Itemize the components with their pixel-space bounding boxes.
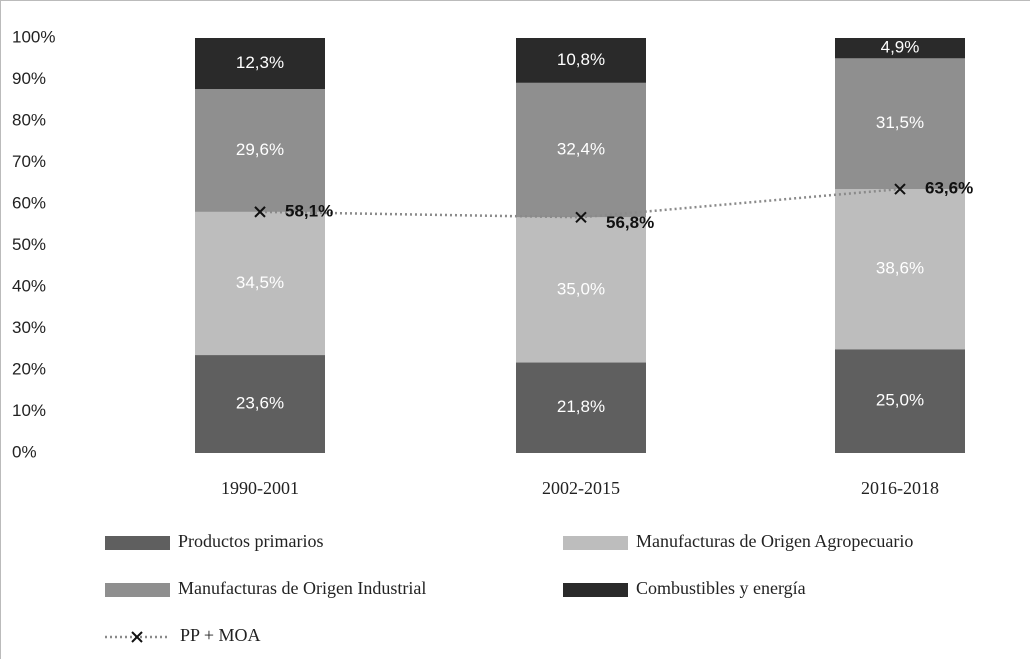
bar-segment xyxy=(195,355,325,453)
marker-stroke xyxy=(894,183,906,195)
line-marker xyxy=(575,211,587,223)
bar-segment xyxy=(835,189,965,350)
bar-segment xyxy=(516,362,646,453)
legend-swatch xyxy=(105,583,170,597)
data-label: 23,6% xyxy=(236,394,284,413)
data-label: 12,3% xyxy=(236,53,284,72)
bar-segment xyxy=(516,38,646,83)
x-tick-label: 2016-2018 xyxy=(861,478,939,498)
y-tick-label: 30% xyxy=(12,318,46,337)
bar-segment xyxy=(835,38,965,59)
bar-segment xyxy=(516,217,646,363)
data-label: 34,5% xyxy=(236,273,284,292)
y-tick-label: 40% xyxy=(12,276,46,295)
y-tick-label: 50% xyxy=(12,235,46,254)
bar-segment xyxy=(195,89,325,212)
legend-label: Productos primarios xyxy=(178,531,324,551)
bar-segment xyxy=(835,349,965,453)
legend-label: PP + MOA xyxy=(180,625,261,645)
legend-swatch xyxy=(105,536,170,550)
marker-stroke xyxy=(575,211,587,223)
data-label: 29,6% xyxy=(236,140,284,159)
y-tick-label: 80% xyxy=(12,110,46,129)
bar-segment xyxy=(195,211,325,356)
x-tick-label: 2002-2015 xyxy=(542,478,620,498)
legend-swatch xyxy=(563,583,628,597)
data-label: 63,6% xyxy=(925,179,973,198)
legend-label: Combustibles y energía xyxy=(636,578,806,598)
bar-segment xyxy=(835,58,965,190)
legend-marker xyxy=(131,631,143,643)
data-label: 25,0% xyxy=(876,391,924,410)
legend-swatch xyxy=(563,536,628,550)
y-tick-label: 0% xyxy=(12,442,37,461)
data-label: 38,6% xyxy=(876,259,924,278)
line-marker xyxy=(254,206,266,218)
y-tick-label: 70% xyxy=(12,152,46,171)
bar-segment xyxy=(195,38,325,90)
bar-segment xyxy=(516,82,646,218)
y-tick-label: 60% xyxy=(12,193,46,212)
data-label: 10,8% xyxy=(557,50,605,69)
data-label: 58,1% xyxy=(285,201,333,220)
y-tick-label: 20% xyxy=(12,359,46,378)
y-tick-label: 90% xyxy=(12,69,46,88)
x-tick-label: 1990-2001 xyxy=(221,478,299,498)
legend-label: Manufacturas de Origen Agropecuario xyxy=(636,531,913,551)
data-label: 4,9% xyxy=(881,38,920,57)
data-label: 35,0% xyxy=(557,279,605,298)
marker-stroke xyxy=(131,631,143,643)
y-tick-label: 10% xyxy=(12,401,46,420)
y-tick-label: 100% xyxy=(12,27,55,46)
legend-label: Manufacturas de Origen Industrial xyxy=(178,578,426,598)
data-label: 21,8% xyxy=(557,397,605,416)
line-marker xyxy=(894,183,906,195)
data-label: 56,8% xyxy=(606,213,654,232)
data-label: 32,4% xyxy=(557,140,605,159)
marker-stroke xyxy=(254,206,266,218)
data-label: 31,5% xyxy=(876,113,924,132)
